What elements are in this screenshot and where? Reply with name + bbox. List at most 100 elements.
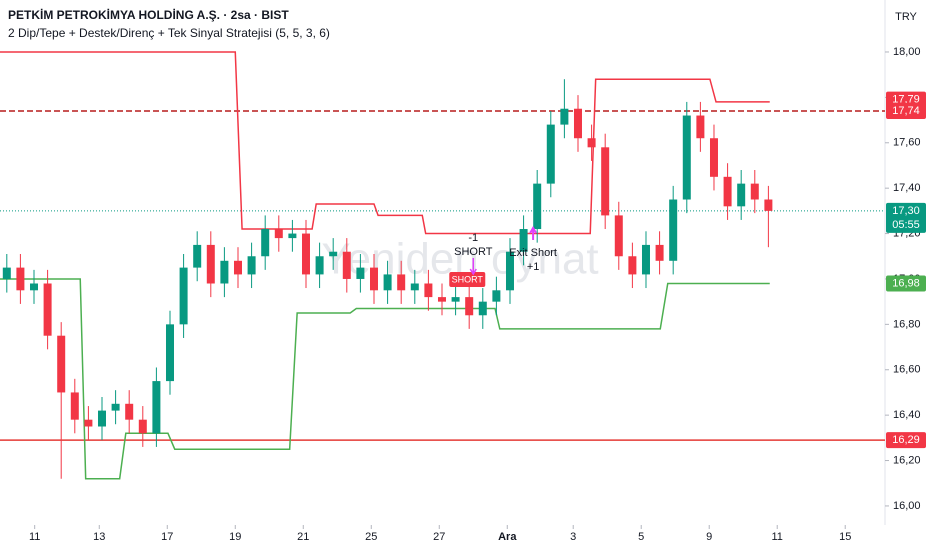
y-tick-label: 17,60 xyxy=(893,137,921,149)
candle-body xyxy=(57,335,66,393)
candle-body xyxy=(465,297,474,316)
candle-body xyxy=(247,256,256,275)
signal-text: -1 xyxy=(468,232,478,244)
candle-body xyxy=(424,283,433,298)
candle-body xyxy=(601,147,610,216)
candle-body xyxy=(669,199,678,261)
x-tick-label: 11 xyxy=(772,531,783,543)
price-label: 17,74 xyxy=(892,105,920,117)
candle-body xyxy=(288,233,297,239)
price-label-box xyxy=(886,275,926,292)
price-label-box xyxy=(886,102,926,119)
signal-tag-box xyxy=(449,272,486,287)
x-tick-label: 17 xyxy=(161,531,173,543)
y-tick-label: 18,00 xyxy=(893,46,921,58)
candle-body xyxy=(492,290,501,302)
candle-body xyxy=(750,183,759,200)
price-label: 17,30 xyxy=(892,205,920,217)
x-tick-label: 21 xyxy=(297,531,309,543)
candle-body xyxy=(138,419,147,434)
y-tick-label: 16,80 xyxy=(893,318,921,330)
candle-body xyxy=(193,244,202,268)
candle-body xyxy=(342,251,351,279)
candle-body xyxy=(329,251,338,257)
candle-body xyxy=(43,283,52,336)
candle-body xyxy=(383,274,392,291)
signal-arrow xyxy=(469,258,477,276)
candle-body xyxy=(179,267,188,325)
candle-body xyxy=(97,410,106,427)
candle-body xyxy=(301,233,310,275)
candle-body xyxy=(628,256,637,275)
candle-body xyxy=(84,419,93,427)
x-tick-label: 3 xyxy=(570,531,576,543)
signal-tag: SHORT xyxy=(452,274,484,284)
x-tick-label: 27 xyxy=(433,531,445,543)
candle-body xyxy=(70,392,79,420)
signal-text: Exit Short xyxy=(509,247,557,259)
candle-body xyxy=(519,229,528,252)
candle-body xyxy=(451,297,460,302)
signal-text: +1 xyxy=(527,261,540,273)
y-tick-label: 17,40 xyxy=(893,182,921,194)
candle-body xyxy=(696,115,705,139)
candle-body xyxy=(764,199,773,211)
candle-body xyxy=(682,115,691,200)
price-label: 16,98 xyxy=(892,277,920,289)
candle-body xyxy=(573,108,582,139)
price-label: 17,79 xyxy=(892,94,920,106)
x-tick-label: 5 xyxy=(638,531,644,543)
currency: TRY xyxy=(895,11,917,23)
x-tick-label: 11 xyxy=(29,531,40,543)
candle-body xyxy=(587,138,596,148)
candle-body xyxy=(356,267,365,279)
candle-body xyxy=(2,267,11,279)
candle-body xyxy=(111,403,120,411)
candle-body xyxy=(16,267,25,291)
candle-body xyxy=(152,381,161,434)
x-tick-label: 19 xyxy=(229,531,241,543)
candle-body xyxy=(206,244,215,284)
y-tick-label: 16,00 xyxy=(893,500,921,512)
x-tick-label: 25 xyxy=(365,531,377,543)
candle-body xyxy=(560,108,569,125)
candle-body xyxy=(641,244,650,275)
x-tick-label: 9 xyxy=(706,531,712,543)
level-line xyxy=(0,51,770,235)
candle-body xyxy=(614,215,623,257)
price-label-box xyxy=(886,202,926,233)
x-tick-label: Ara xyxy=(498,531,517,543)
y-tick-label: 16,60 xyxy=(893,364,921,376)
chart-subtitle: 2 Dip/Tepe + Destek/Direnç + Tek Sinyal … xyxy=(8,26,330,40)
y-tick-label: 16,40 xyxy=(893,409,921,421)
candle-body xyxy=(29,283,38,291)
countdown: 05:55 xyxy=(892,219,920,231)
candle-body xyxy=(437,297,446,302)
candle-body xyxy=(274,229,283,239)
chart-title: PETKİM PETROKİMYA HOLDİNG A.Ş. · 2sa · B… xyxy=(8,7,289,22)
candle-body xyxy=(505,251,514,291)
candle-body xyxy=(533,183,542,230)
price-label-box xyxy=(886,432,926,449)
x-tick-label: 13 xyxy=(93,531,105,543)
candle-body xyxy=(315,256,324,275)
x-tick-label: 15 xyxy=(839,531,851,543)
candle-body xyxy=(233,260,242,275)
candle-body xyxy=(478,301,487,316)
candle-body xyxy=(369,267,378,291)
signal-text: SHORT xyxy=(454,246,493,258)
candle-body xyxy=(165,324,174,382)
candle-body xyxy=(723,176,732,207)
y-tick-label: 16,20 xyxy=(893,454,921,466)
candle-body xyxy=(410,283,419,291)
candle-body xyxy=(397,274,406,291)
level-line xyxy=(0,278,770,480)
candle-body xyxy=(709,138,718,177)
signal-arrow xyxy=(529,226,537,240)
candle-body xyxy=(655,244,664,261)
candle-body xyxy=(261,229,270,257)
candle-body xyxy=(737,183,746,207)
candle-body xyxy=(220,260,229,284)
price-label: 16,29 xyxy=(892,434,920,446)
